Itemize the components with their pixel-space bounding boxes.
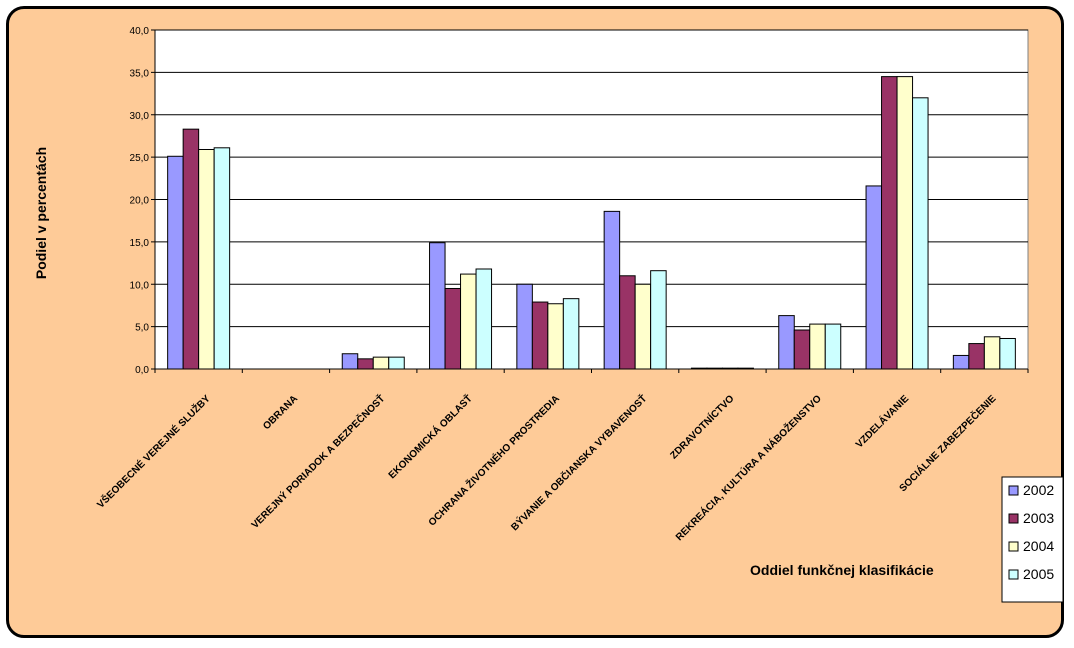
bar-2005-5 xyxy=(650,270,667,370)
legend-swatch-2003 xyxy=(1008,513,1019,524)
bar-2002-5 xyxy=(603,210,621,370)
legend-label-2004: 2004 xyxy=(1023,538,1054,554)
x-category-label: VZDELÁVANIE xyxy=(853,392,912,451)
x-category-label: EKONOMICKÁ OBLASŤ xyxy=(385,392,474,481)
legend-box xyxy=(1001,476,1064,603)
bar-2003-9 xyxy=(968,343,985,370)
y-tick-label: 40,0 xyxy=(130,26,150,37)
bar-2005-3 xyxy=(475,268,493,370)
bars xyxy=(167,76,1016,370)
bar-2002-4 xyxy=(516,283,533,370)
bar-2005-4 xyxy=(562,298,580,370)
bar-2002-0 xyxy=(167,155,184,370)
y-tick-label: 25,0 xyxy=(130,153,150,164)
bar-2005-2 xyxy=(388,356,405,370)
bar-2005-7 xyxy=(824,323,842,370)
y-tick-label: 10,0 xyxy=(130,280,150,291)
legend-swatch-2004 xyxy=(1008,541,1019,552)
y-tick-label: 30,0 xyxy=(130,111,150,122)
x-category-label: REKREÁCIA, KULTÚRA A NÁBOŽENSTVO xyxy=(673,392,824,543)
legend-swatch-2002 xyxy=(1008,485,1019,496)
legend-label-2005: 2005 xyxy=(1023,566,1054,582)
bar-2005-8 xyxy=(912,97,929,370)
bar-2004-5 xyxy=(634,283,652,370)
legend-label-2003: 2003 xyxy=(1023,510,1054,526)
bar-2004-0 xyxy=(198,148,215,370)
bar-2002-3 xyxy=(429,242,446,370)
y-tick-label: 5,0 xyxy=(135,323,149,334)
x-category-label: VŠEOBECNÉ VEREJNÉ SLUŽBY xyxy=(94,392,213,511)
bar-2003-7 xyxy=(793,329,811,370)
x-axis-label: Oddiel funkčnej klasifikácie xyxy=(750,562,934,578)
bar-2004-9 xyxy=(983,336,1001,370)
x-category-label: OBRANA xyxy=(261,393,300,432)
x-category-label: SOCIÁLNE ZABEZPEČENIE xyxy=(896,392,999,495)
bar-2003-8 xyxy=(881,76,898,370)
bar-2005-9 xyxy=(999,337,1016,370)
bar-2004-4 xyxy=(547,303,564,370)
legend-swatch-2005 xyxy=(1008,569,1019,580)
x-category-label: VEREJNÝ PORIADOK A BEZPEČNOSŤ xyxy=(248,392,387,531)
bar-2004-2 xyxy=(372,356,390,370)
legend-label-2002: 2002 xyxy=(1023,482,1054,498)
bar-2003-0 xyxy=(182,128,200,370)
bar-2002-8 xyxy=(865,185,883,370)
bar-2002-7 xyxy=(778,315,795,370)
bar-2004-7 xyxy=(809,323,826,370)
bar-2004-8 xyxy=(896,76,914,370)
bar-2003-3 xyxy=(444,287,462,370)
bar-2003-5 xyxy=(619,275,636,370)
y-tick-label: 0,0 xyxy=(135,365,149,376)
bar-2002-9 xyxy=(952,354,970,370)
y-tick-label: 20,0 xyxy=(130,196,150,207)
x-category-label: ZDRAVOTNÍCTVO xyxy=(667,392,737,462)
y-tick-label: 35,0 xyxy=(130,68,150,79)
bar-2005-0 xyxy=(213,147,231,370)
y-axis-label: Podiel v percentách xyxy=(33,147,49,279)
legend: 2002 2003 2004 2005 xyxy=(1001,476,1064,603)
x-category-label: BÝVANIE A OBČIANSKA VYBAVENOSŤ xyxy=(508,392,649,533)
bar-2002-2 xyxy=(341,353,359,370)
bar-2004-3 xyxy=(460,273,477,370)
y-tick-label: 15,0 xyxy=(130,238,150,249)
bar-2003-2 xyxy=(357,358,374,370)
bar-2003-4 xyxy=(531,301,549,370)
